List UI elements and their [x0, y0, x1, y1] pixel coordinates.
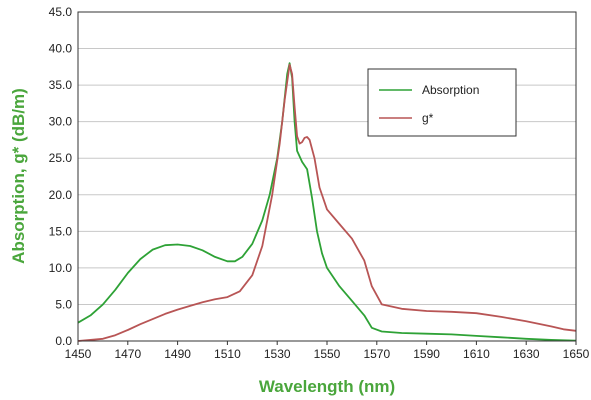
y-axis-title: Absorption, g* (dB/m)	[9, 88, 28, 264]
x-tick-label: 1470	[114, 347, 141, 361]
x-tick-label: 1590	[413, 347, 440, 361]
grid-lines	[77, 48, 577, 345]
y-tick-label: 30.0	[49, 115, 73, 129]
legend: Absorption g*	[367, 68, 517, 137]
series-line-g-star	[77, 63, 577, 342]
y-tick-label: 35.0	[49, 78, 73, 92]
x-tick-label: 1610	[463, 347, 490, 361]
y-tick-label: 0.0	[55, 334, 72, 348]
x-tick-label: 1570	[363, 347, 390, 361]
y-tick-label: 20.0	[49, 188, 73, 202]
legend-label-g-star: g*	[422, 111, 434, 125]
legend-box	[367, 68, 517, 137]
x-tick-label: 1510	[214, 347, 241, 361]
x-tick-label: 1490	[164, 347, 191, 361]
y-tick-label: 25.0	[49, 151, 73, 165]
y-tick-label: 10.0	[49, 261, 73, 275]
x-tick-label: 1550	[314, 347, 341, 361]
series-lines	[77, 62, 577, 342]
x-tick-label: 1650	[563, 347, 590, 361]
y-tick-labels: 0.0 5.0 10.0 15.0 20.0 25.0 30.0 35.0 40.0 45.0	[49, 5, 73, 348]
y-tick-label: 5.0	[55, 297, 72, 311]
x-tick-labels: 1450 1470 1490 1510 1530 1550 1570 1590 1610 1630…	[65, 347, 590, 361]
plot-border	[77, 11, 577, 342]
x-tick-label: 1450	[65, 347, 92, 361]
y-tick-label: 15.0	[49, 224, 73, 238]
x-tick-label: 1530	[264, 347, 291, 361]
x-tick-label: 1630	[513, 347, 540, 361]
y-tick-label: 40.0	[49, 42, 73, 56]
x-axis-title: Wavelength (nm)	[259, 377, 395, 396]
y-tick-label: 45.0	[49, 5, 73, 19]
legend-label-absorption: Absorption	[422, 83, 479, 97]
